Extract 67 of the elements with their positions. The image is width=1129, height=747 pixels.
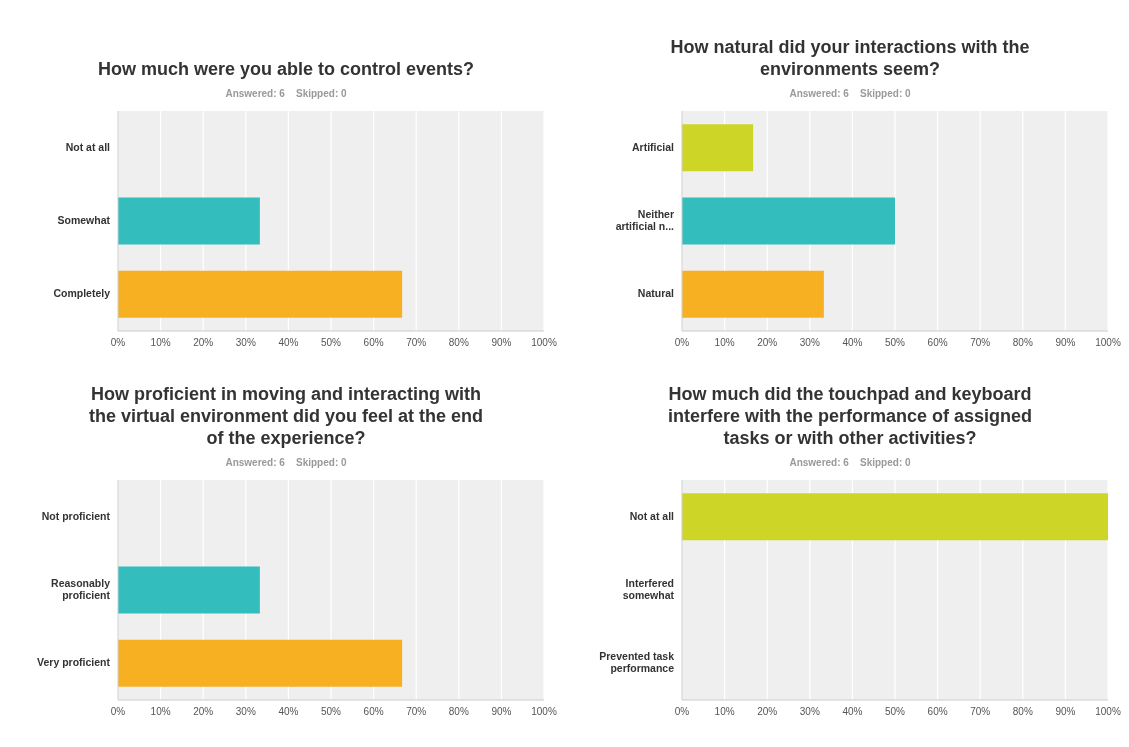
chart-title: How much did the touchpad and keyboard interfere with the performance of assigned tasks or with other activities?: [666, 383, 1034, 449]
x-tick-label: 50%: [320, 337, 342, 349]
y-tick-label: Not proficient: [41, 509, 111, 522]
y-tick-label: Not at all: [629, 509, 675, 522]
y-tick-label: Neither artificial n...: [615, 207, 675, 232]
x-tick-label: 40%: [842, 706, 863, 718]
x-tick-label: 0%: [674, 337, 690, 349]
x-tick-label: 0%: [110, 337, 126, 349]
x-tick-label: 50%: [320, 706, 342, 718]
y-tick-label: Natural: [637, 287, 675, 300]
chart-subtitle: Answered: 6 Skipped: 0: [789, 457, 911, 468]
y-tick-label: Very proficient: [37, 656, 111, 669]
x-tick-label: 30%: [799, 706, 820, 718]
x-tick-label: 50%: [884, 337, 906, 349]
x-tick-label: 20%: [757, 706, 778, 718]
x-tick-label: 80%: [448, 706, 469, 718]
x-tick-label: 60%: [363, 337, 384, 349]
x-tick-label: 40%: [842, 337, 863, 349]
x-tick-label: 70%: [970, 706, 991, 718]
x-tick-label: 40%: [278, 337, 299, 349]
chart-title: How natural did your interactions with the environments seem?: [669, 36, 1031, 80]
x-tick-label: 60%: [927, 706, 948, 718]
x-tick-label: 40%: [278, 706, 299, 718]
chart-subtitle: Answered: 6 Skipped: 0: [225, 457, 347, 468]
x-tick-label: 20%: [757, 337, 778, 349]
x-tick-label: 80%: [1012, 337, 1033, 349]
x-tick-label: 60%: [363, 706, 384, 718]
chart-subtitle: Answered: 6 Skipped: 0: [789, 88, 911, 99]
x-tick-label: 90%: [491, 337, 512, 349]
chart-title: How proficient in moving and interacting with the virtual environment did you feel at the end of the experience?: [87, 383, 485, 449]
y-tick-label: Not at all: [65, 140, 111, 153]
x-tick-label: 90%: [1055, 706, 1076, 718]
y-tick-label: Somewhat: [57, 213, 111, 226]
chart-title: How much were you able to control events?: [97, 58, 475, 80]
x-tick-label: 20%: [193, 337, 214, 349]
bar: [682, 124, 754, 172]
x-tick-label: 100%: [531, 706, 557, 718]
bar: [682, 197, 895, 245]
x-tick-label: 100%: [531, 337, 557, 349]
x-tick-label: 10%: [150, 706, 171, 718]
x-tick-label: 0%: [110, 706, 126, 718]
x-tick-label: 80%: [1012, 706, 1033, 718]
x-tick-label: 20%: [193, 706, 214, 718]
chart-subtitle: Answered: 6 Skipped: 0: [225, 88, 347, 99]
x-tick-label: 50%: [884, 706, 906, 718]
bar: [682, 270, 824, 318]
x-tick-label: 30%: [235, 337, 256, 349]
x-tick-label: 30%: [235, 706, 256, 718]
y-tick-label: Artificial: [631, 140, 675, 153]
y-tick-label: Prevented task performance: [599, 650, 675, 675]
x-tick-label: 100%: [1095, 706, 1121, 718]
x-tick-label: 90%: [1055, 337, 1076, 349]
x-tick-label: 70%: [406, 706, 427, 718]
y-tick-label: Completely: [53, 287, 111, 300]
x-tick-label: 90%: [491, 706, 512, 718]
x-tick-label: 60%: [927, 337, 948, 349]
x-tick-label: 80%: [448, 337, 469, 349]
x-tick-label: 30%: [799, 337, 820, 349]
x-tick-label: 10%: [150, 337, 171, 349]
x-tick-label: 70%: [970, 337, 991, 349]
x-tick-label: 0%: [674, 706, 690, 718]
y-tick-label: Reasonably proficient: [51, 576, 111, 601]
x-tick-label: 100%: [1095, 337, 1121, 349]
x-tick-label: 70%: [406, 337, 427, 349]
x-tick-label: 10%: [714, 337, 735, 349]
y-tick-label: Interfered somewhat: [622, 576, 675, 601]
x-tick-label: 10%: [714, 706, 735, 718]
